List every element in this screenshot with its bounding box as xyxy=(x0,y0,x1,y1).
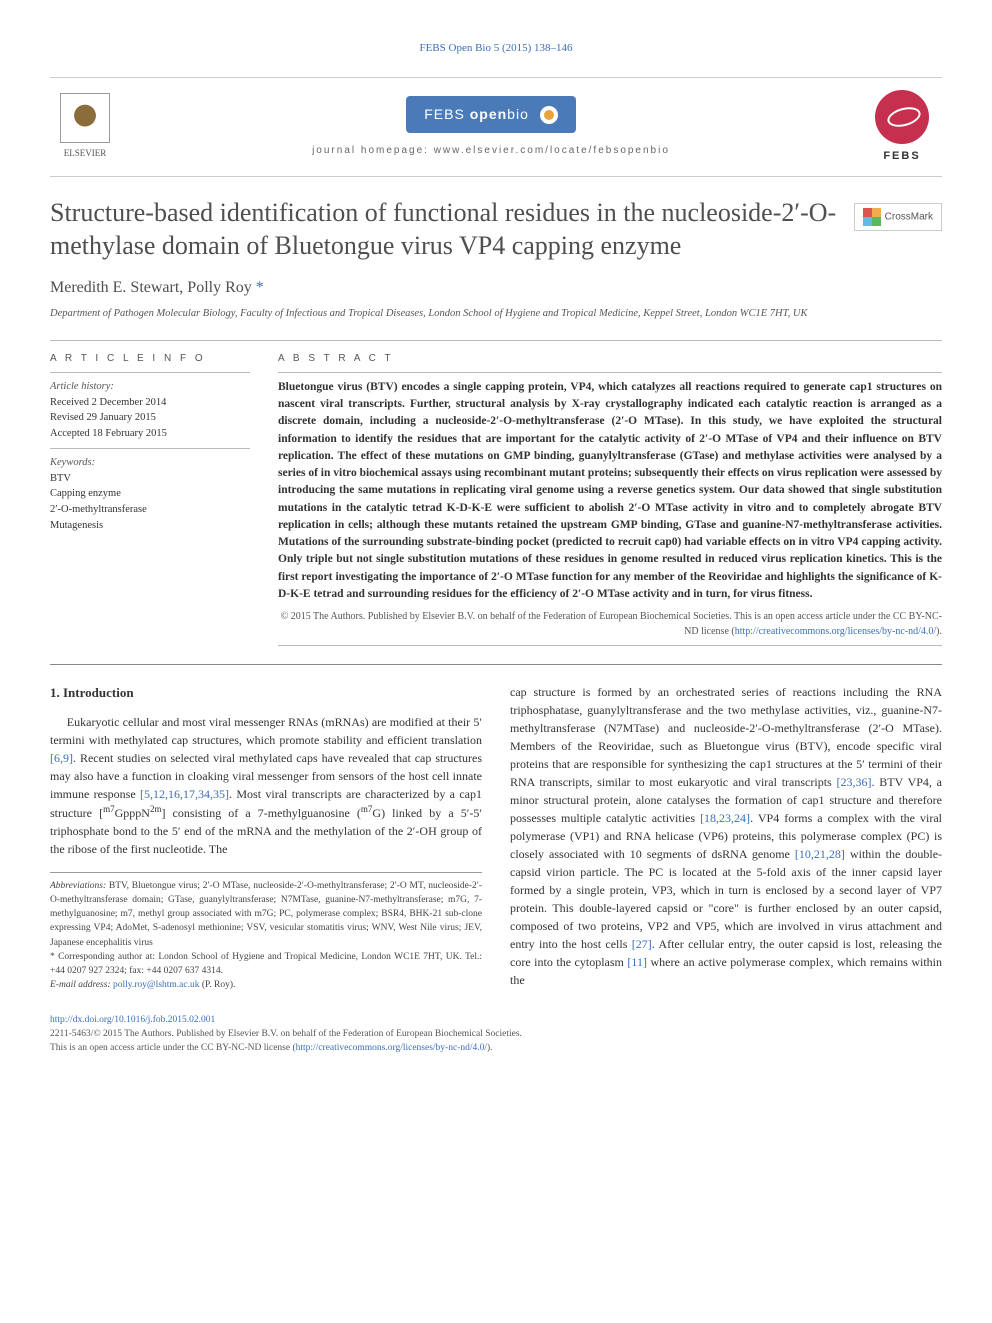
keyword: Mutagenesis xyxy=(50,518,250,534)
authors-list: Meredith E. Stewart, Polly Roy xyxy=(50,279,252,296)
abbreviations: Abbreviations: BTV, Bluetongue virus; 2′… xyxy=(50,879,482,950)
citation[interactable]: [18,23,24] xyxy=(700,811,750,825)
journal-logo-block: FEBS openbio journal homepage: www.elsev… xyxy=(120,96,862,158)
elsevier-tree-icon xyxy=(60,93,110,143)
text: within the double-capsid virion particle… xyxy=(510,847,942,951)
corresponding-author: * Corresponding author at: London School… xyxy=(50,950,482,979)
superscript: 2m xyxy=(150,804,162,814)
homepage-label: journal homepage: xyxy=(312,145,429,156)
intro-para-1: Eukaryotic cellular and most viral messe… xyxy=(50,713,482,858)
citation[interactable]: [10,21,28] xyxy=(795,847,845,861)
keywords-label: Keywords: xyxy=(50,455,250,471)
article-info-heading: A R T I C L E I N F O xyxy=(50,351,250,366)
article-title: Structure-based identification of functi… xyxy=(50,197,942,262)
journal-logo: FEBS openbio xyxy=(406,96,576,133)
authors: Meredith E. Stewart, Polly Roy * xyxy=(50,276,942,300)
email-link[interactable]: polly.roy@lshtm.ac.uk xyxy=(113,980,200,990)
abbrev-label: Abbreviations: xyxy=(50,881,106,891)
journal-reference: FEBS Open Bio 5 (2015) 138–146 xyxy=(50,40,942,57)
abbrev-text: BTV, Bluetongue virus; 2′-O MTase, nucle… xyxy=(50,881,482,948)
society-logo: FEBS xyxy=(862,90,942,165)
received-date: Received 2 December 2014 xyxy=(50,395,250,411)
keyword: 2′-O-methyltransferase xyxy=(50,502,250,518)
body-columns: 1. Introduction Eukaryotic cellular and … xyxy=(50,683,942,993)
abstract-heading: A B S T R A C T xyxy=(278,351,942,366)
license-link[interactable]: http://creativecommons.org/licenses/by-n… xyxy=(296,1043,487,1053)
email-suffix: (P. Roy). xyxy=(199,980,235,990)
article-info-col: A R T I C L E I N F O Article history: R… xyxy=(50,351,250,652)
page-footer: http://dx.doi.org/10.1016/j.fob.2015.02.… xyxy=(50,1013,942,1056)
section-rule xyxy=(50,664,942,665)
affiliation: Department of Pathogen Molecular Biology… xyxy=(50,306,942,322)
publisher-logo: ELSEVIER xyxy=(50,93,120,161)
abstract-copyright: © 2015 The Authors. Published by Elsevie… xyxy=(278,609,942,639)
text: This is an open access article under the… xyxy=(50,1043,296,1053)
intro-para-2: cap structure is formed by an orchestrat… xyxy=(510,683,942,989)
citation[interactable]: [23,36] xyxy=(836,775,871,789)
text: cap structure is formed by an orchestrat… xyxy=(510,685,942,789)
crossmark-icon xyxy=(863,208,881,226)
text: ] consisting of a 7-methylguanosine ( xyxy=(161,806,360,820)
accepted-date: Accepted 18 February 2015 xyxy=(50,426,250,442)
revised-date: Revised 29 January 2015 xyxy=(50,410,250,426)
homepage-url[interactable]: www.elsevier.com/locate/febsopenbio xyxy=(434,145,670,156)
text: GpppN xyxy=(115,806,150,820)
citation[interactable]: [11] xyxy=(627,955,647,969)
license-link[interactable]: http://creativecommons.org/licenses/by-n… xyxy=(735,626,936,637)
issn-line: 2211-5463/© 2015 The Authors. Published … xyxy=(50,1027,942,1041)
header-bar: ELSEVIER FEBS openbio journal homepage: … xyxy=(50,77,942,178)
doi-link[interactable]: http://dx.doi.org/10.1016/j.fob.2015.02.… xyxy=(50,1015,215,1025)
text: Eukaryotic cellular and most viral messe… xyxy=(50,715,482,747)
crossmark-badge[interactable]: CrossMark xyxy=(854,203,942,231)
journal-logo-part1: FEBS xyxy=(424,106,465,122)
section-heading: 1. Introduction xyxy=(50,683,482,703)
copyright-close: ). xyxy=(936,626,942,637)
citation[interactable]: [27] xyxy=(632,937,652,951)
history-label: Article history: xyxy=(50,379,250,395)
abstract-col: A B S T R A C T Bluetongue virus (BTV) e… xyxy=(278,351,942,652)
superscript: m7 xyxy=(361,804,373,814)
society-name: FEBS xyxy=(862,148,942,165)
citation[interactable]: [5,12,16,17,34,35] xyxy=(140,787,229,801)
corresponding-marker: * xyxy=(256,279,264,296)
journal-badge-icon xyxy=(540,106,558,124)
email-line: E-mail address: polly.roy@lshtm.ac.uk (P… xyxy=(50,978,482,992)
keyword: BTV xyxy=(50,471,250,487)
footnotes: Abbreviations: BTV, Bluetongue virus; 2′… xyxy=(50,872,482,993)
info-abstract-row: A R T I C L E I N F O Article history: R… xyxy=(50,351,942,652)
abstract-text: Bluetongue virus (BTV) encodes a single … xyxy=(278,379,942,603)
crossmark-label: CrossMark xyxy=(885,212,933,223)
keyword: Capping enzyme xyxy=(50,486,250,502)
superscript: m7 xyxy=(103,804,115,814)
text: ). xyxy=(487,1043,493,1053)
febs-circle-icon xyxy=(875,90,929,144)
homepage-line: journal homepage: www.elsevier.com/locat… xyxy=(120,143,862,158)
email-label: E-mail address: xyxy=(50,980,111,990)
citation[interactable]: [6,9] xyxy=(50,751,73,765)
journal-logo-part2: open xyxy=(470,106,507,122)
publisher-name: ELSEVIER xyxy=(50,147,120,161)
journal-logo-part3: bio xyxy=(507,106,529,122)
rule xyxy=(50,340,942,341)
license-line: This is an open access article under the… xyxy=(50,1041,942,1055)
